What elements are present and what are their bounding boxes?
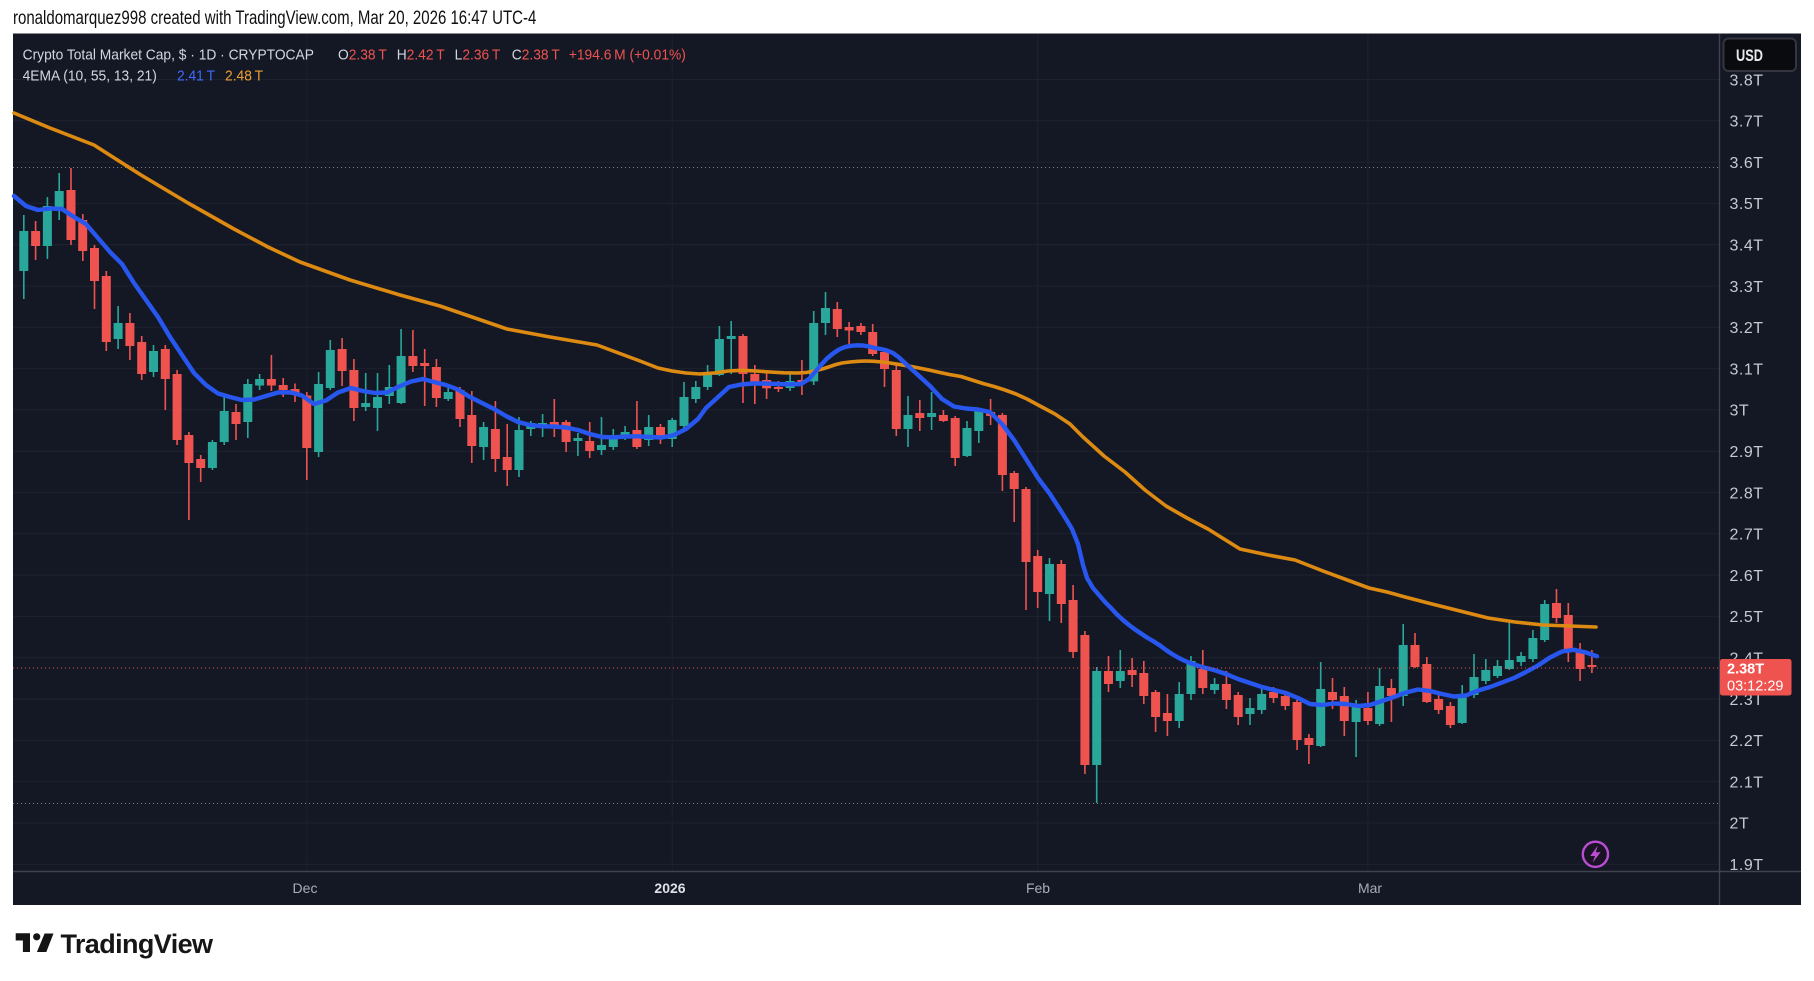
svg-text:2.7T: 2.7T xyxy=(1730,527,1764,544)
svg-text:3.4T: 3.4T xyxy=(1730,238,1764,255)
svg-text:2.8T: 2.8T xyxy=(1730,485,1764,502)
svg-text:USD: USD xyxy=(1736,46,1763,65)
svg-text:2026: 2026 xyxy=(654,880,685,896)
svg-text:3.5T: 3.5T xyxy=(1730,196,1764,213)
svg-text:3.6T: 3.6T xyxy=(1730,155,1764,172)
svg-text:2.9T: 2.9T xyxy=(1730,444,1764,461)
svg-text:Feb: Feb xyxy=(1026,880,1050,896)
svg-text:Crypto Total Market Cap, $ · 1: Crypto Total Market Cap, $ · 1D · CRYPTO… xyxy=(23,47,686,64)
svg-text:ronaldomarquez998 created with: ronaldomarquez998 created with TradingVi… xyxy=(13,7,537,28)
svg-text:3.1T: 3.1T xyxy=(1730,361,1764,378)
svg-text:TradingView: TradingView xyxy=(61,929,215,959)
svg-text:2T: 2T xyxy=(1730,816,1750,833)
svg-text:3.7T: 3.7T xyxy=(1730,114,1764,131)
svg-text:2.5T: 2.5T xyxy=(1730,609,1764,626)
svg-text:3.2T: 3.2T xyxy=(1730,320,1764,337)
svg-text:2.38T: 2.38T xyxy=(1727,662,1764,678)
svg-text:3.8T: 3.8T xyxy=(1730,72,1764,89)
svg-text:2.2T: 2.2T xyxy=(1730,733,1764,750)
svg-text:3T: 3T xyxy=(1730,403,1750,420)
svg-text:3.3T: 3.3T xyxy=(1730,279,1764,296)
svg-text:2.3T: 2.3T xyxy=(1730,692,1764,709)
svg-text:1.9T: 1.9T xyxy=(1730,857,1764,874)
svg-text:4EMA (10, 55, 13, 21)2.41 T2.4: 4EMA (10, 55, 13, 21) 2.41 T 2.48 T xyxy=(23,68,264,85)
svg-text:2.6T: 2.6T xyxy=(1730,568,1764,585)
svg-text:Mar: Mar xyxy=(1358,880,1382,896)
svg-text:03:12:29: 03:12:29 xyxy=(1727,679,1783,695)
svg-text:Dec: Dec xyxy=(293,880,318,896)
svg-text:2.1T: 2.1T xyxy=(1730,774,1764,791)
